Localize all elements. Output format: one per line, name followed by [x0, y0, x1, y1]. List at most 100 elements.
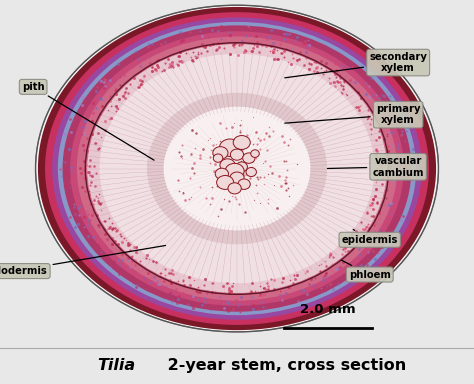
Point	[237, 160, 244, 166]
Point	[244, 132, 251, 138]
Point	[189, 165, 196, 171]
Point	[315, 262, 323, 268]
Point	[224, 308, 232, 314]
Point	[263, 36, 271, 42]
Point	[329, 78, 337, 84]
Point	[136, 77, 144, 83]
Point	[136, 63, 144, 69]
Point	[267, 27, 275, 33]
Point	[160, 278, 168, 284]
Point	[249, 114, 257, 121]
Point	[308, 61, 315, 67]
Point	[207, 161, 214, 167]
Point	[198, 33, 205, 39]
Point	[82, 109, 89, 116]
Point	[403, 167, 411, 173]
Point	[378, 243, 386, 250]
Point	[374, 250, 382, 257]
Text: epidermis: epidermis	[342, 229, 398, 245]
Point	[61, 131, 69, 137]
Point	[224, 171, 231, 177]
Point	[85, 188, 93, 194]
Point	[232, 297, 240, 303]
Point	[109, 241, 116, 247]
Point	[211, 289, 219, 295]
Point	[356, 103, 364, 109]
Point	[258, 299, 266, 305]
Point	[105, 215, 113, 221]
Point	[214, 40, 222, 46]
Point	[100, 76, 108, 82]
Point	[153, 278, 161, 285]
Point	[394, 145, 401, 151]
Point	[304, 291, 311, 298]
Point	[331, 71, 338, 77]
Point	[210, 280, 217, 286]
Point	[131, 257, 139, 263]
Point	[198, 302, 206, 308]
Point	[285, 31, 293, 37]
Point	[330, 79, 337, 85]
Point	[363, 210, 371, 216]
Point	[283, 187, 290, 193]
Point	[82, 175, 89, 181]
Point	[228, 292, 236, 298]
Point	[172, 280, 180, 286]
Point	[168, 267, 176, 273]
Point	[125, 255, 132, 261]
Point	[353, 230, 360, 236]
Point	[101, 218, 109, 224]
Point	[284, 185, 292, 191]
Point	[120, 91, 128, 98]
Point	[232, 167, 240, 173]
Point	[224, 300, 232, 306]
Point	[162, 266, 169, 272]
Point	[289, 55, 296, 61]
Point	[231, 163, 239, 169]
Point	[231, 166, 239, 172]
Point	[113, 228, 120, 234]
Point	[117, 262, 124, 268]
Point	[256, 137, 264, 143]
Point	[381, 144, 389, 150]
Point	[220, 45, 228, 51]
Point	[250, 41, 258, 48]
Point	[287, 276, 294, 283]
Point	[92, 105, 100, 111]
Point	[219, 141, 227, 147]
Point	[208, 195, 216, 201]
Point	[146, 279, 154, 285]
Point	[296, 49, 303, 55]
Point	[389, 170, 396, 176]
Point	[173, 286, 180, 293]
Point	[213, 183, 221, 189]
Point	[208, 289, 215, 295]
Point	[248, 280, 255, 286]
Point	[327, 66, 335, 72]
Point	[341, 243, 349, 250]
Point	[404, 169, 411, 175]
Point	[268, 47, 276, 53]
Point	[365, 250, 372, 256]
Point	[241, 46, 248, 53]
Point	[235, 201, 243, 207]
Point	[179, 37, 187, 43]
Point	[331, 61, 339, 67]
Point	[304, 53, 312, 59]
Point	[238, 38, 246, 45]
Point	[201, 43, 209, 50]
Point	[74, 221, 82, 227]
Point	[235, 301, 242, 307]
Point	[83, 135, 91, 141]
Point	[202, 195, 210, 202]
Point	[304, 268, 311, 274]
Ellipse shape	[147, 93, 327, 244]
Point	[90, 110, 97, 116]
Point	[345, 236, 352, 242]
Point	[156, 281, 164, 287]
Point	[184, 301, 192, 307]
Point	[256, 283, 264, 290]
Point	[185, 196, 193, 202]
Point	[180, 189, 187, 195]
Point	[291, 272, 298, 278]
